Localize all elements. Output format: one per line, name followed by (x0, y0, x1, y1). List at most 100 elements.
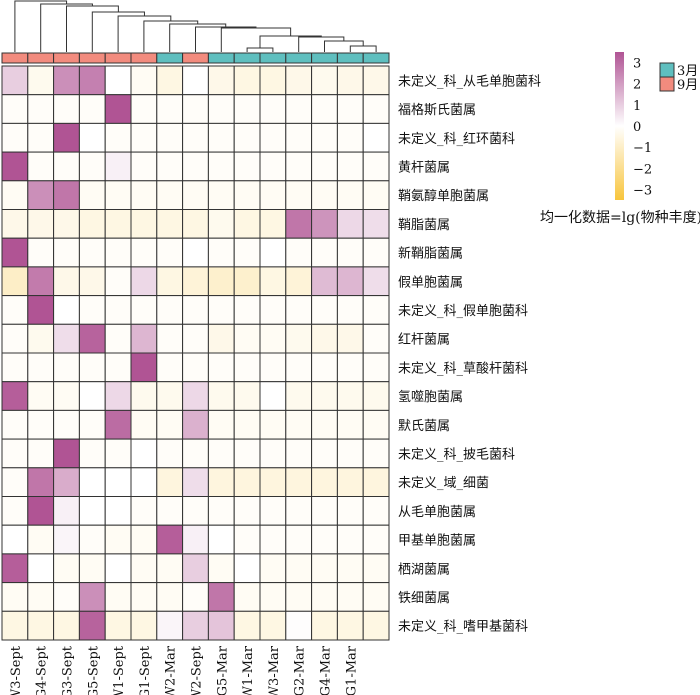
column-label: G5-Sept (86, 645, 101, 695)
heatmap-cell (1, 122, 29, 153)
heatmap-cell (53, 438, 80, 469)
heatmap-cell (156, 496, 184, 526)
column-label: G4-Sept (35, 645, 50, 695)
heatmap-cell (182, 553, 209, 584)
heatmap-cell (233, 65, 261, 96)
heatmap-cell (207, 582, 235, 612)
heatmap-cell (311, 467, 338, 497)
heatmap-cell (27, 610, 55, 641)
column-label: W3-Sept (9, 645, 24, 695)
heatmap-cell (336, 409, 364, 440)
heatmap-cell (311, 381, 338, 411)
heatmap-cell (27, 409, 55, 440)
heatmap-cell (53, 409, 80, 440)
heatmap-cell (182, 409, 209, 440)
heatmap-cell (182, 467, 209, 497)
heatmap-cell (104, 209, 132, 239)
heatmap-cell (104, 295, 132, 325)
heatmap-cell (259, 524, 287, 555)
heatmap-cell (27, 94, 55, 124)
heatmap-cell (156, 295, 184, 325)
heatmap-cell (1, 610, 29, 641)
heatmap-cell (311, 496, 338, 526)
heatmap-cell (362, 524, 390, 555)
heatmap-cell (362, 381, 390, 411)
heatmap-cell (233, 323, 261, 354)
legend-swatch-sept (659, 76, 675, 92)
heatmap-cell (285, 266, 313, 297)
heatmap-cell (362, 94, 390, 124)
heatmap-cell (1, 553, 29, 584)
heatmap-cell (182, 295, 209, 325)
heatmap-cell (53, 237, 80, 268)
heatmap-cell (285, 352, 313, 383)
heatmap-cell (285, 381, 313, 411)
heatmap-cell (311, 352, 338, 383)
heatmap-cell (1, 352, 29, 383)
heatmap-cell (207, 151, 235, 182)
heatmap-cells (1, 65, 390, 641)
row-label: 未定义_域_细菌 (398, 476, 489, 491)
heatmap-cell (285, 237, 313, 268)
row-label: 铁细菌属 (398, 591, 450, 606)
row-label: 福格斯氏菌属 (398, 102, 476, 118)
group-bar-cell (311, 52, 338, 64)
heatmap-cell (207, 209, 235, 239)
row-label: 默氏菌属 (398, 418, 450, 434)
heatmap-cell (156, 323, 184, 354)
group-bar-cell (259, 52, 287, 64)
heatmap-cell (336, 467, 364, 497)
heatmap-cell (233, 266, 261, 297)
heatmap-cell (53, 122, 80, 153)
heatmap-cell (156, 582, 184, 612)
heatmap-cell (130, 209, 158, 239)
heatmap-cell (182, 610, 209, 641)
group-bar-cell (1, 52, 29, 64)
heatmap-cell (27, 438, 55, 469)
heatmap-cell (285, 610, 313, 641)
legend-swatch-mar (659, 62, 675, 78)
heatmap-cell (233, 352, 261, 383)
heatmap-cell (259, 237, 287, 268)
group-bar-cell (362, 52, 390, 64)
heatmap-cell (285, 524, 313, 555)
heatmap-cell (182, 524, 209, 555)
heatmap-cell (259, 266, 287, 297)
row-label: 鞘脂菌属 (398, 218, 450, 233)
heatmap-cell (78, 438, 106, 469)
heatmap-cell (362, 151, 390, 182)
dendrogram-link (349, 45, 377, 52)
heatmap-cell (336, 582, 364, 612)
heatmap-cell (78, 610, 106, 641)
heatmap-cell (207, 610, 235, 641)
heatmap-cell (27, 209, 55, 239)
heatmap-cell (78, 65, 106, 96)
heatmap-cell (78, 323, 106, 354)
heatmap-cell (362, 122, 390, 153)
heatmap-cell (104, 553, 132, 584)
group-bar-cell (336, 52, 364, 64)
heatmap-cell (182, 65, 209, 96)
heatmap-cell (336, 151, 364, 182)
row-label: 从毛单胞菌属 (398, 505, 476, 520)
heatmap-cell (362, 295, 390, 325)
heatmap-cell (156, 151, 184, 182)
heatmap-cell (104, 524, 132, 555)
group-bar-cell (207, 52, 235, 64)
heatmap-cell (285, 582, 313, 612)
heatmap-cell (156, 553, 184, 584)
heatmap-cell (104, 409, 132, 440)
heatmap-cell (53, 524, 80, 555)
heatmap-cell (78, 180, 106, 211)
row-label: 未定义_科_草酸杆菌科 (398, 361, 528, 376)
heatmap-cell (207, 94, 235, 124)
heatmap-cell (78, 94, 106, 124)
row-label: 栖湖菌属 (398, 562, 450, 577)
heatmap-cell (182, 209, 209, 239)
heatmap-cell (336, 94, 364, 124)
heatmap-cell (259, 65, 287, 96)
heatmap-cell (362, 65, 390, 96)
row-labels: 未定义_科_从毛单胞菌科福格斯氏菌属未定义_科_红环菌科黄杆菌属鞘氨醇单胞菌属鞘… (398, 74, 541, 634)
heatmap-cell (233, 582, 261, 612)
